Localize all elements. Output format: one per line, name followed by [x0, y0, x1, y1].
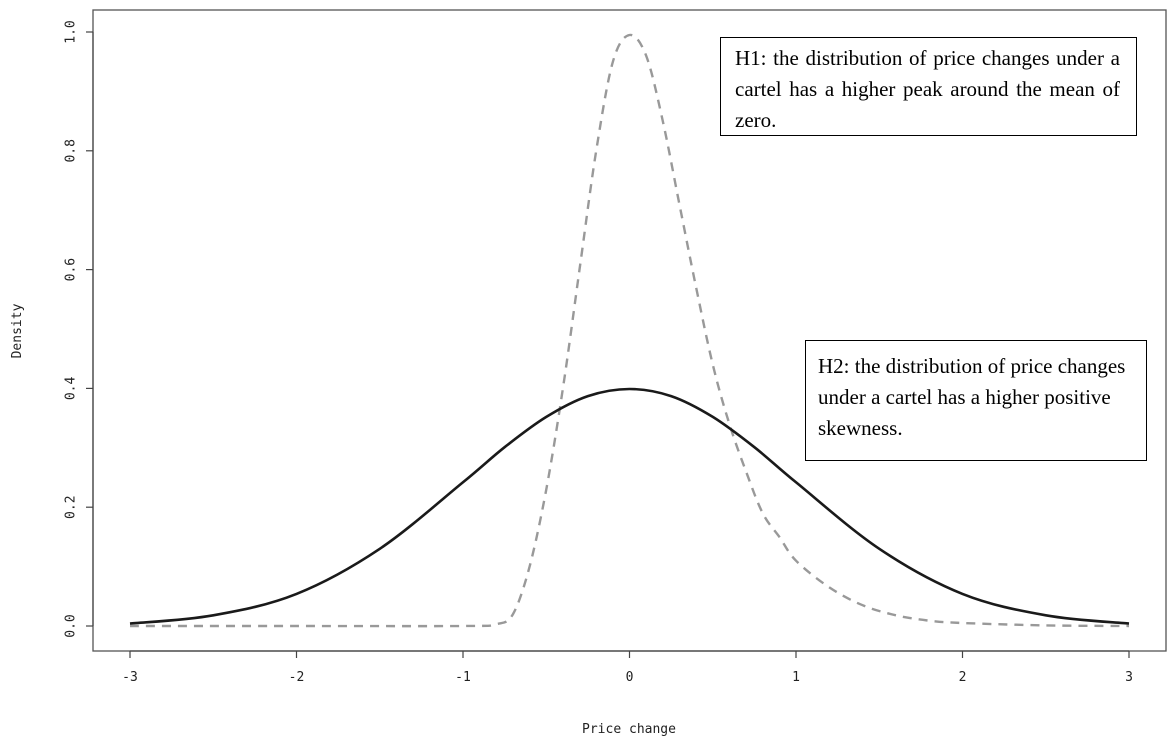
x-tick-label: 0	[626, 670, 634, 685]
y-axis-label: Density	[10, 303, 25, 358]
x-tick-label: 1	[792, 670, 800, 685]
cartel-density-dashed-line	[130, 33, 1130, 628]
series-layer	[129, 33, 1130, 628]
y-tick-label: 0.4	[64, 376, 79, 400]
y-tick-label: 1.0	[64, 20, 79, 43]
annotation-h2: H2: the distribution of price changes un…	[805, 340, 1147, 461]
normal-density-solid-line	[129, 387, 1130, 625]
x-axis-label: Price change	[582, 722, 676, 737]
x-axis: -3 -2 -1 0 1 2 3	[122, 650, 1133, 685]
y-tick-label: 0.6	[64, 258, 79, 281]
y-tick-label: 0.8	[64, 139, 79, 162]
x-tick-label: -3	[122, 670, 138, 685]
x-tick-label: -1	[455, 670, 471, 685]
x-tick-label: 2	[959, 670, 967, 685]
annotation-h1: H1: the distribution of price changes un…	[720, 37, 1137, 136]
y-tick-label: 0.2	[64, 495, 79, 518]
x-tick-label: 3	[1125, 670, 1133, 685]
x-tick-label: -2	[289, 670, 305, 685]
y-tick-label: 0.0	[64, 614, 79, 637]
y-axis: 0.0 0.2 0.4 0.6 0.8 1.0	[64, 20, 94, 638]
